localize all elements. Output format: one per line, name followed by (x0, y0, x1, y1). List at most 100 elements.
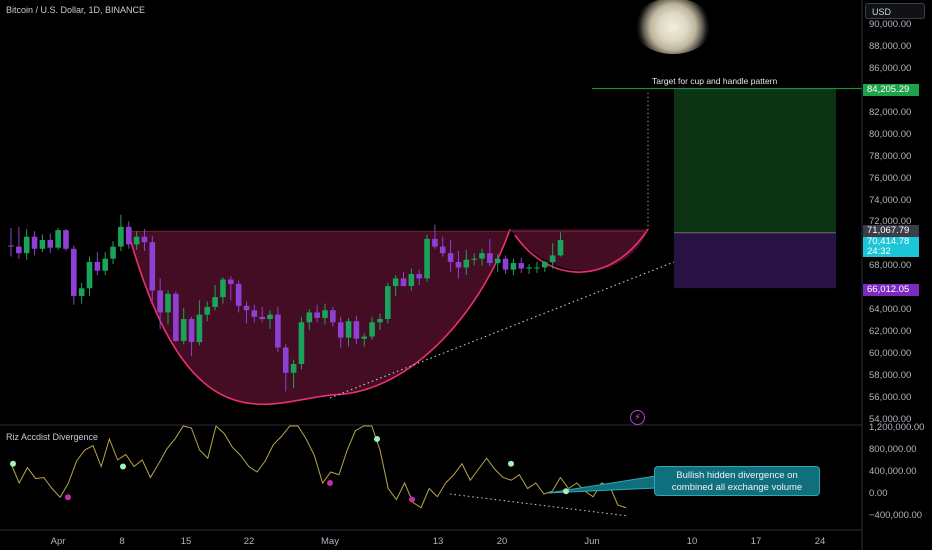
candle-body (16, 246, 22, 254)
candle (118, 214, 124, 251)
lightning-icon[interactable]: ⚡ (630, 410, 645, 425)
candle (557, 232, 564, 257)
candle-body (542, 261, 548, 268)
candle (267, 310, 273, 329)
candle (479, 248, 485, 266)
candle-body (337, 322, 344, 338)
candle (306, 309, 313, 330)
time-tick-label: 17 (750, 536, 762, 547)
price-tick-label: 64,000.00 (869, 304, 912, 316)
candle-body (86, 261, 93, 289)
candle-body (228, 279, 234, 284)
countdown-value: 24:32 (867, 246, 891, 257)
candle (71, 245, 77, 305)
candle-body (510, 263, 517, 270)
candle (337, 316, 344, 348)
candle-body (526, 267, 532, 269)
candle-body (251, 310, 258, 317)
price-tick-label: 82,000.00 (869, 106, 912, 118)
candle (463, 249, 470, 276)
candle (55, 227, 61, 250)
time-tick-label: May (321, 536, 339, 547)
candle-body (8, 245, 14, 247)
candle-body (118, 226, 124, 247)
indicator-marker (563, 488, 569, 495)
candle-body (369, 322, 375, 337)
candle (275, 306, 281, 352)
price-tick-label: 86,000.00 (869, 62, 912, 74)
candle (86, 256, 93, 296)
candle (141, 229, 148, 251)
currency-button[interactable]: USD (865, 3, 925, 19)
candle (228, 276, 234, 301)
candle-body (149, 242, 156, 291)
candle (173, 291, 179, 343)
candle (204, 301, 211, 322)
candle-body (290, 363, 297, 373)
candle-body (165, 293, 171, 313)
candle (8, 227, 14, 257)
candle-body (424, 238, 430, 279)
callout-line-1: Bullish hidden divergence on (676, 470, 798, 481)
candle-body (400, 278, 407, 287)
indicator-tick-label: 400,000.00 (869, 466, 917, 477)
indicator-marker (508, 460, 514, 467)
candle-body (377, 319, 383, 323)
candle-body (55, 230, 61, 248)
price-tick-label: 56,000.00 (869, 392, 912, 403)
candle (196, 300, 203, 346)
candle (47, 233, 54, 254)
candle (408, 268, 415, 291)
candle-body (330, 310, 336, 323)
candle (290, 359, 297, 389)
time-tick-label: 20 (496, 536, 508, 547)
candle-body (212, 297, 218, 307)
candle (243, 301, 250, 324)
candle-body (463, 259, 470, 268)
support-trendline (329, 261, 675, 399)
time-tick-label: 24 (814, 536, 826, 547)
candle (416, 269, 422, 286)
candle (447, 240, 454, 272)
candle-body (63, 230, 69, 249)
price-tick-label: 58,000.00 (869, 370, 912, 382)
time-tick-label: Jun (584, 536, 600, 547)
candle-body (220, 279, 226, 298)
candle-body (534, 267, 540, 269)
candle (165, 290, 171, 325)
cup-curve (127, 228, 511, 406)
candle-body (110, 246, 116, 259)
candle-body (267, 314, 273, 320)
indicator-tick-label: 800,000.00 (869, 444, 917, 455)
handle-fill (510, 229, 648, 271)
candle (322, 303, 328, 325)
candle (16, 226, 22, 259)
time-tick-label: 15 (180, 536, 192, 547)
candle-body (173, 293, 179, 341)
callout-line-2: combined all exchange volume (671, 482, 803, 493)
candle-body (432, 238, 438, 247)
indicator-marker (65, 494, 71, 501)
candle-body (385, 286, 391, 320)
candle (31, 231, 38, 256)
candle-body (71, 248, 77, 296)
candle (361, 333, 368, 347)
price-tick-label: 54,000.00 (869, 413, 912, 425)
target-annotation: Target for cup and handle pattern (652, 76, 778, 86)
candle (78, 282, 85, 304)
candle-body (188, 319, 195, 343)
candle (353, 315, 360, 345)
price-tick-label: 90,000.00 (869, 19, 912, 30)
candle (110, 241, 116, 265)
candle-body (196, 314, 203, 343)
candle (369, 316, 375, 340)
candle-body (345, 321, 352, 338)
candle-body (471, 258, 477, 260)
candle (133, 231, 140, 250)
indicator-marker (374, 436, 380, 442)
indicator-line (10, 425, 627, 509)
time-tick-label: 8 (119, 536, 125, 547)
candle (534, 261, 540, 273)
candle (220, 277, 226, 304)
